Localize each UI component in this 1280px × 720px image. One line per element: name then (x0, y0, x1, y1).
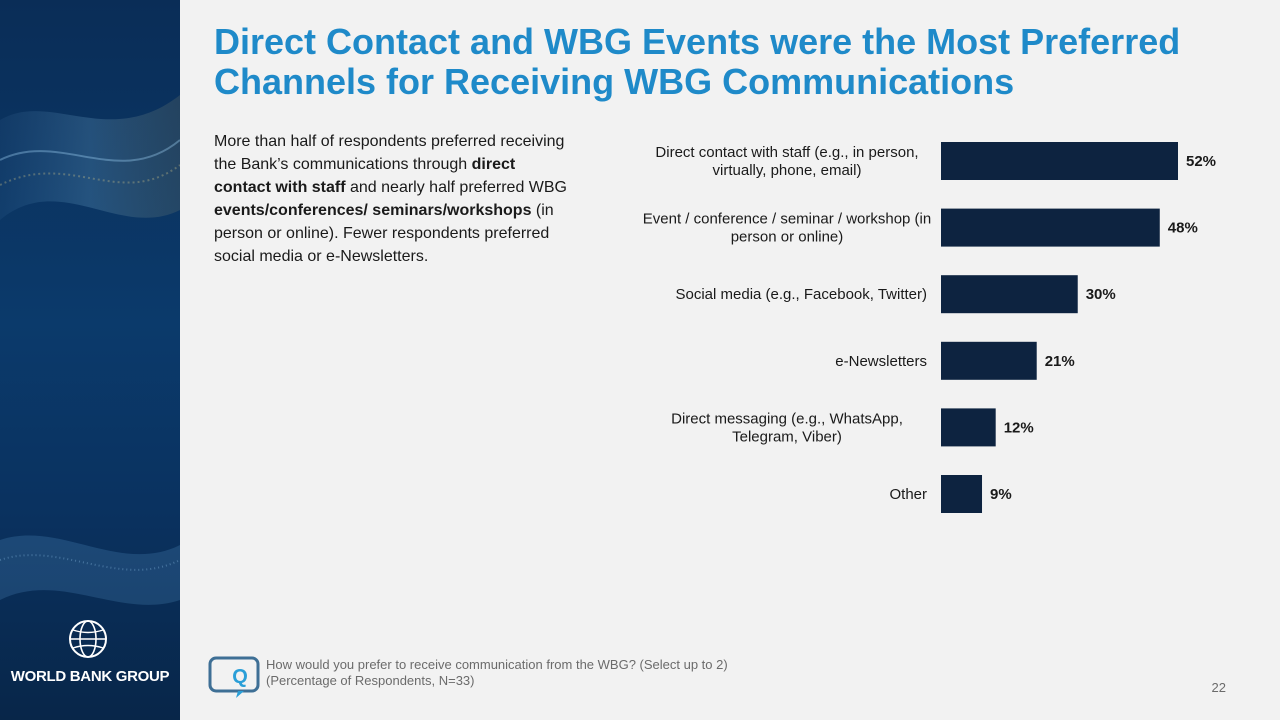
category-label-5: Other (889, 486, 927, 503)
bar-3 (941, 341, 1037, 380)
sidebar-panel: WORLD BANK GROUP (0, 0, 180, 720)
svg-text:Q: Q (232, 666, 248, 688)
logo-text: WORLD BANK GROUP (10, 668, 170, 685)
bar-5 (941, 475, 983, 513)
category-label-4: Direct messaging (e.g., WhatsApp, Telegra… (671, 410, 903, 445)
summary-part-3: (in person or online). Fewer respondents… (214, 202, 554, 265)
decorative-wave-pattern (0, 95, 180, 605)
value-label-4: 12% (1004, 419, 1034, 436)
value-label-3: 21% (1045, 353, 1075, 370)
page-number: 22 (1211, 680, 1226, 695)
bar-4 (941, 408, 996, 447)
summary-bold-2: events/conferences/ seminars/workshops (214, 202, 532, 219)
category-label-3: e-Newsletters (835, 353, 927, 370)
summary-part-1: More than half of respondents preferred … (214, 133, 565, 173)
category-label-1: Event / conference / seminar / workshop … (643, 211, 931, 246)
summary-text: More than half of respondents preferred … (214, 130, 574, 268)
bar-chart: 52% Direct contact with staff (e.g., in p… (643, 142, 1216, 513)
globe-logo-icon (69, 620, 107, 658)
survey-question: How would you prefer to receive communic… (266, 657, 728, 672)
page-title: Direct Contact and WBG Events were the M… (214, 21, 1181, 102)
respondent-note: (Percentage of Respondents, N=33) (266, 673, 475, 688)
footer-note: How would you prefer to receive communic… (266, 657, 728, 689)
category-label-0: Direct contact with staff (e.g., in pers… (655, 144, 918, 179)
value-label-0: 52% (1186, 153, 1216, 170)
bar-0 (941, 142, 1178, 180)
question-chat-icon: Q (208, 656, 260, 698)
bar-1 (941, 208, 1160, 247)
bar-2 (941, 275, 1078, 314)
category-label-2: Social media (e.g., Facebook, Twitter) (676, 286, 928, 303)
value-label-5: 9% (990, 486, 1012, 503)
value-label-1: 48% (1168, 220, 1198, 237)
summary-bold-1: direct contact with staff (214, 156, 516, 196)
summary-part-2: and nearly half preferred WBG (345, 179, 567, 196)
value-label-2: 30% (1086, 286, 1116, 303)
